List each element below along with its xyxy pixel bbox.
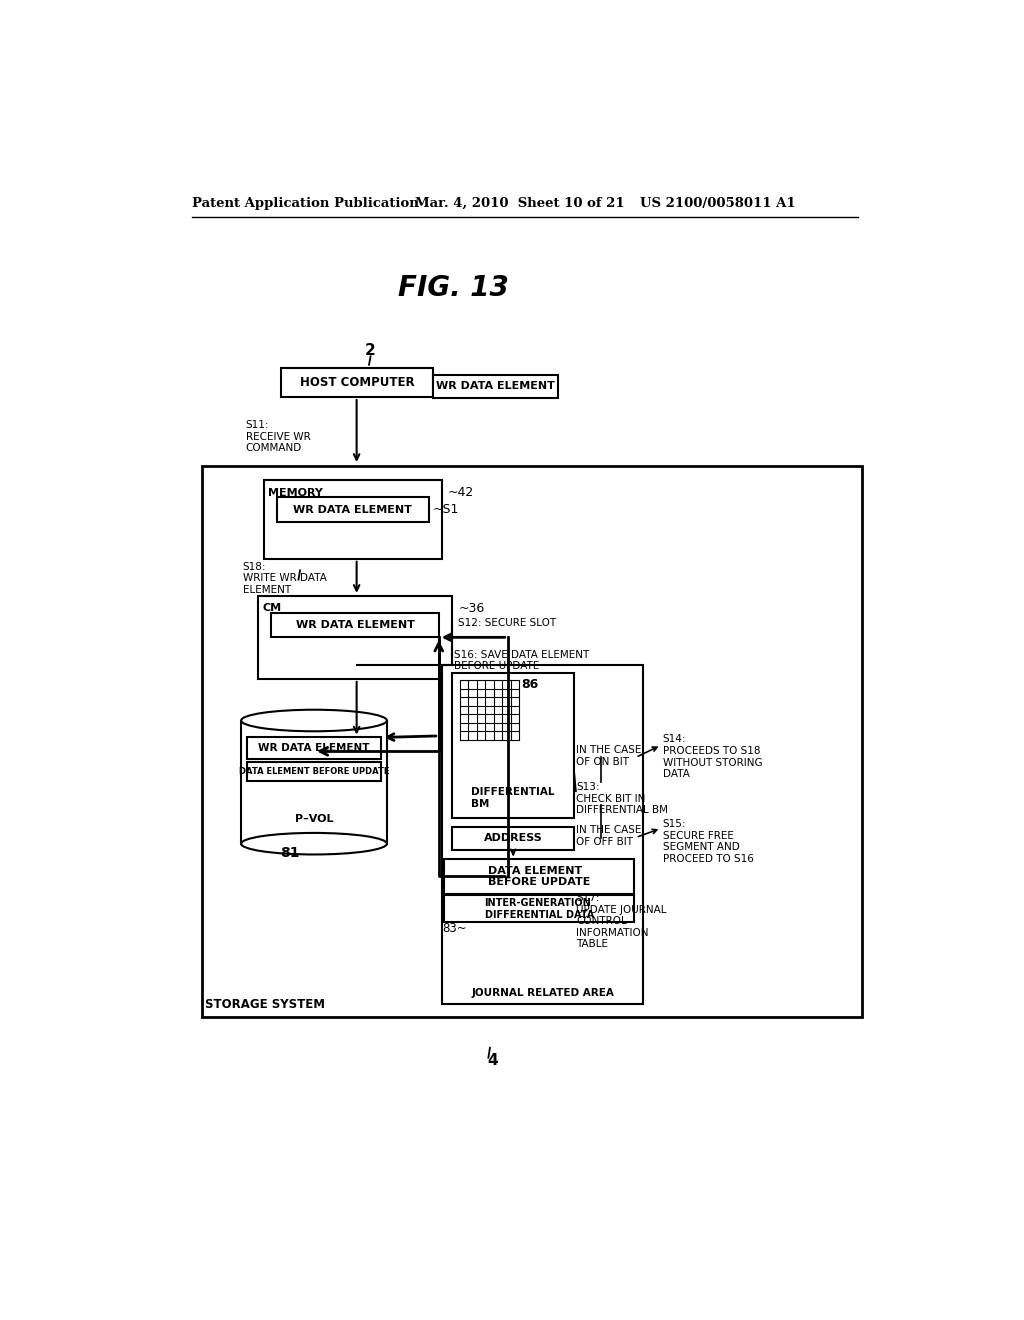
Text: HOST COMPUTER: HOST COMPUTER (300, 376, 415, 389)
Text: ~42: ~42 (449, 486, 474, 499)
Text: INTER-GENERATION
DIFFERENTIAL DATA: INTER-GENERATION DIFFERENTIAL DATA (484, 898, 594, 920)
Text: CM: CM (263, 603, 282, 612)
Text: ADDRESS: ADDRESS (483, 833, 543, 843)
Text: DIFFERENTIAL
BM: DIFFERENTIAL BM (471, 788, 555, 809)
Text: S12: SECURE SLOT: S12: SECURE SLOT (458, 619, 556, 628)
Text: WR DATA ELEMENT: WR DATA ELEMENT (436, 381, 555, 391)
Bar (444, 859, 634, 894)
Text: DATA ELEMENT BEFORE UPDATE: DATA ELEMENT BEFORE UPDATE (239, 767, 389, 776)
Text: STORAGE SYSTEM: STORAGE SYSTEM (205, 998, 326, 1011)
Bar (271, 612, 438, 638)
Text: WR DATA ELEMENT: WR DATA ELEMENT (258, 743, 370, 754)
Text: JOURNAL RELATED AREA: JOURNAL RELATED AREA (471, 989, 614, 998)
Bar (263, 480, 442, 558)
Text: ~36: ~36 (458, 602, 484, 615)
Ellipse shape (241, 710, 387, 731)
Bar (452, 673, 574, 817)
Text: 86: 86 (521, 677, 539, 690)
Text: WR DATA ELEMENT: WR DATA ELEMENT (296, 620, 415, 630)
Bar (282, 368, 432, 397)
Ellipse shape (241, 833, 387, 854)
Text: ~S1: ~S1 (432, 503, 459, 516)
Bar (432, 375, 558, 397)
Text: US 2100/0058011 A1: US 2100/0058011 A1 (640, 197, 795, 210)
Text: 83~: 83~ (442, 921, 467, 935)
Bar (247, 762, 381, 780)
Bar (247, 738, 381, 759)
Bar (276, 498, 429, 521)
Text: MEMORY: MEMORY (268, 487, 324, 498)
Bar (444, 895, 634, 923)
Text: Patent Application Publication: Patent Application Publication (191, 197, 418, 210)
Text: 4: 4 (487, 1053, 498, 1068)
Text: S13:
CHECK BIT IN
DIFFERENTIAL BM: S13: CHECK BIT IN DIFFERENTIAL BM (575, 781, 668, 816)
Text: P–VOL: P–VOL (295, 814, 333, 824)
Bar (202, 466, 862, 1016)
Text: IN THE CASE
OF ON BIT: IN THE CASE OF ON BIT (575, 744, 641, 767)
Text: FIG. 13: FIG. 13 (398, 273, 509, 302)
Bar (258, 595, 452, 678)
Text: 81: 81 (280, 846, 299, 859)
Text: S18:
WRITE WR DATA
ELEMENT: S18: WRITE WR DATA ELEMENT (243, 562, 327, 595)
Text: S14:
PROCEEDS TO S18
WITHOUT STORING
DATA: S14: PROCEEDS TO S18 WITHOUT STORING DAT… (663, 734, 763, 779)
Bar (442, 665, 643, 1003)
Text: S16: SAVE DATA ELEMENT
BEFORE UPDATE: S16: SAVE DATA ELEMENT BEFORE UPDATE (454, 649, 589, 672)
Text: WR DATA ELEMENT: WR DATA ELEMENT (293, 504, 413, 515)
Text: DATA ELEMENT
BEFORE UPDATE: DATA ELEMENT BEFORE UPDATE (488, 866, 590, 887)
Text: S17:
UPDATE JOURNAL
CONTROL
INFORMATION
TABLE: S17: UPDATE JOURNAL CONTROL INFORMATION … (575, 892, 667, 949)
Text: S15:
SECURE FREE
SEGMENT AND
PROCEED TO S16: S15: SECURE FREE SEGMENT AND PROCEED TO … (663, 818, 754, 863)
Text: IN THE CASE
OF OFF BIT: IN THE CASE OF OFF BIT (575, 825, 641, 847)
Text: Mar. 4, 2010  Sheet 10 of 21: Mar. 4, 2010 Sheet 10 of 21 (415, 197, 625, 210)
Text: 2: 2 (366, 343, 376, 359)
Bar (452, 826, 574, 850)
Text: S11:
RECEIVE WR
COMMAND: S11: RECEIVE WR COMMAND (246, 420, 310, 453)
